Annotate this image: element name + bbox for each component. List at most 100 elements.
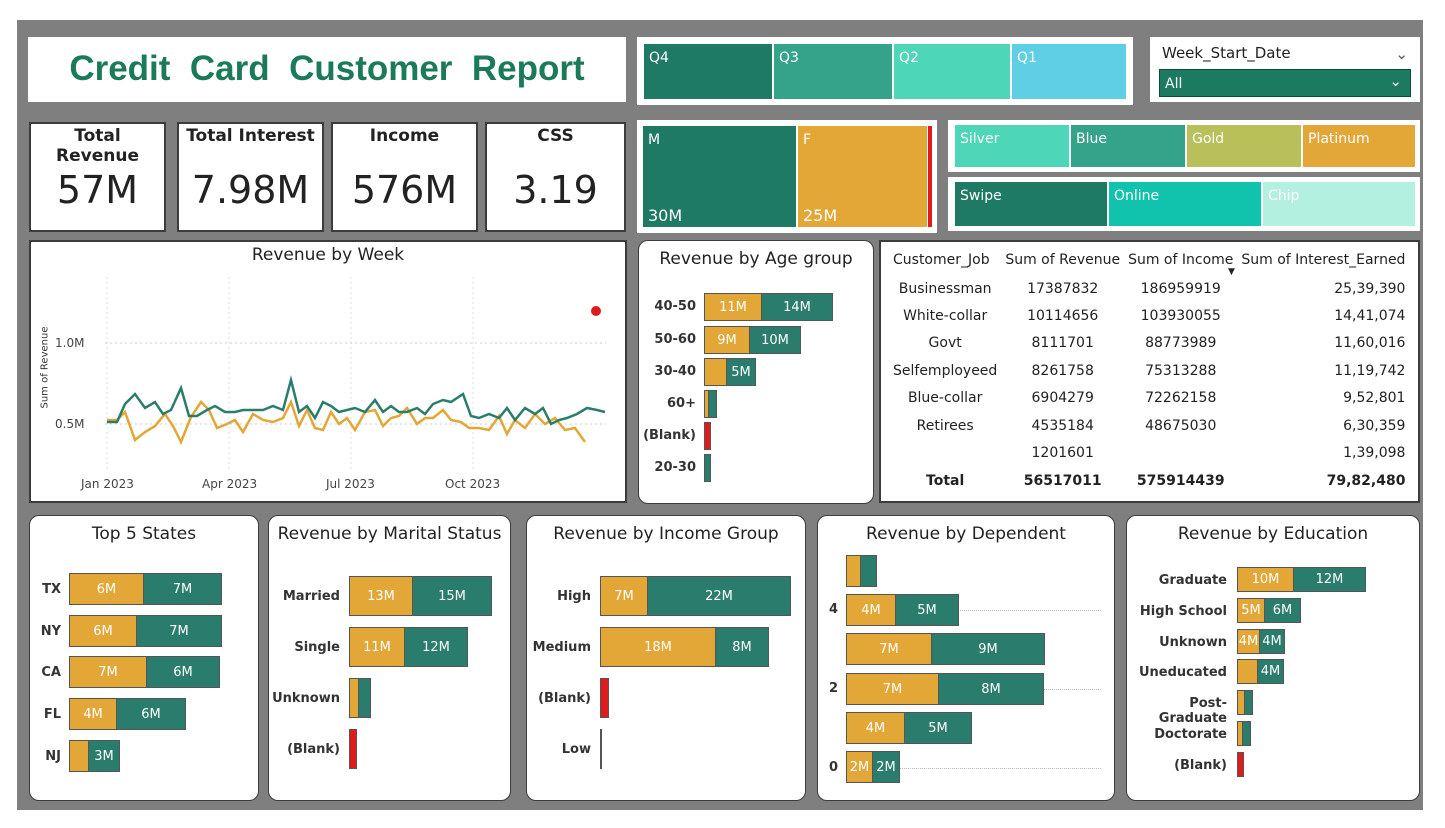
- bar-segment[interactable]: 7M: [846, 673, 939, 705]
- category-label: TX: [42, 582, 61, 597]
- bar-segment[interactable]: 11M: [349, 627, 405, 667]
- bar-segment[interactable]: 8M: [938, 673, 1044, 705]
- gender-tile-m[interactable]: M 30M: [643, 126, 796, 227]
- kpi-income: Income 576M: [331, 122, 478, 232]
- bar-segment[interactable]: [704, 422, 711, 450]
- bar-segment[interactable]: 4M: [1257, 659, 1284, 684]
- category-label: Doctorate: [1154, 727, 1227, 742]
- column-header[interactable]: Sum of Income: [1128, 251, 1234, 268]
- y-tick-label: 0.5M: [55, 417, 85, 431]
- bar-segment[interactable]: 7M: [143, 573, 222, 605]
- bar-segment[interactable]: [860, 555, 877, 587]
- bar-segment[interactable]: 2M: [846, 751, 873, 783]
- chart-title: Revenue by Week: [251, 245, 405, 265]
- bar-segment[interactable]: 12M: [1293, 567, 1366, 592]
- bar-segment[interactable]: 5M: [1237, 598, 1265, 623]
- table-row[interactable]: Retirees 4535184 48675030 6,30,359: [916, 417, 1406, 434]
- chevron-down-icon[interactable]: ⌄: [1395, 45, 1408, 63]
- quarter-tile-q3[interactable]: Q3: [774, 44, 892, 99]
- chip-tile-online[interactable]: Online: [1109, 182, 1261, 226]
- bar-segment[interactable]: 18M: [600, 627, 716, 667]
- table-row[interactable]: White-collar 10114656 103930055 14,41,074: [903, 307, 1406, 324]
- quarter-tile-q4[interactable]: Q4: [644, 44, 772, 99]
- table-row[interactable]: Selfemployeed 8261758 75313288 11,19,742: [893, 362, 1406, 379]
- bar-segment[interactable]: [600, 729, 602, 769]
- bar-segment[interactable]: 6M: [69, 573, 144, 605]
- bar-segment[interactable]: 15M: [412, 576, 492, 616]
- category-label: FL: [43, 707, 61, 722]
- bar-segment[interactable]: 6M: [116, 698, 186, 730]
- bar-segment[interactable]: [1237, 752, 1244, 777]
- bar-segment[interactable]: 10M: [749, 326, 801, 354]
- outlier-point: [591, 306, 601, 316]
- bar-segment[interactable]: 3M: [88, 740, 120, 772]
- card-tile-platinum[interactable]: Platinum: [1303, 125, 1415, 167]
- bar-segment[interactable]: 4M: [846, 594, 896, 626]
- category-label: CA: [41, 665, 61, 680]
- quarter-tile-q2[interactable]: Q2: [894, 44, 1010, 99]
- x-tick-label: Oct 2023: [445, 477, 501, 491]
- bar-segment[interactable]: 7M: [600, 576, 648, 616]
- gender-tile-blank[interactable]: [928, 126, 932, 227]
- table-row[interactable]: Govt 8111701 88773989 11,60,016: [928, 335, 1406, 352]
- bar-segment[interactable]: [704, 358, 727, 386]
- card-tile-silver[interactable]: Silver: [955, 125, 1069, 167]
- chart-title: Revenue by Dependent: [866, 524, 1066, 544]
- bar-segment[interactable]: 5M: [726, 358, 756, 386]
- date-filter-dropdown[interactable]: All ⌄: [1159, 69, 1411, 97]
- bar-segment[interactable]: [704, 454, 711, 482]
- card-tile-gold[interactable]: Gold: [1187, 125, 1301, 167]
- bar-segment[interactable]: [349, 729, 357, 769]
- bar-segment[interactable]: 2M: [872, 751, 900, 783]
- quarter-slicer: Q4 Q3 Q2 Q1: [637, 37, 1133, 105]
- table-row[interactable]: Blue-collar 6904279 72262158 9,52,801: [907, 390, 1406, 407]
- bar-segment[interactable]: [846, 555, 861, 587]
- bar-segment[interactable]: 4M: [1237, 629, 1260, 654]
- top-5-states-chart: Top 5 States TX 6M 7M NY 6M 7M CA 7M 6M …: [29, 515, 259, 801]
- bar-segment[interactable]: 4M: [1259, 629, 1285, 654]
- bar-segment[interactable]: 4M: [846, 712, 905, 744]
- bar-segment[interactable]: 7M: [69, 656, 147, 688]
- bar-segment[interactable]: 12M: [404, 627, 468, 667]
- report-title: Credit Card Customer Report: [69, 49, 585, 88]
- bar-segment[interactable]: 6M: [1264, 598, 1301, 623]
- bar-segment[interactable]: 4M: [69, 698, 117, 730]
- column-header[interactable]: Customer_Job: [893, 251, 990, 268]
- bar-segment[interactable]: 9M: [704, 326, 750, 354]
- bar-segment[interactable]: 9M: [931, 633, 1045, 665]
- sort-descending-icon[interactable]: ▼: [1228, 267, 1235, 277]
- column-header[interactable]: Sum of Interest_Earned: [1241, 251, 1406, 268]
- chip-tile-swipe[interactable]: Swipe: [955, 182, 1107, 226]
- kpi-value: 7.98M: [191, 168, 310, 212]
- bar-segment[interactable]: 22M: [647, 576, 791, 616]
- kpi-value: 576M: [351, 168, 458, 212]
- card-tile-blue[interactable]: Blue: [1071, 125, 1185, 167]
- bar-segment[interactable]: 6M: [69, 615, 137, 647]
- bar-segment[interactable]: [600, 678, 609, 718]
- bar-segment[interactable]: 8M: [715, 627, 769, 667]
- table-row[interactable]: Businessman 17387832 186959919 25,39,390: [889, 274, 1410, 303]
- bar-segment[interactable]: [1242, 721, 1251, 746]
- quarter-tile-q1[interactable]: Q1: [1012, 44, 1126, 99]
- bar-segment[interactable]: 14M: [761, 293, 833, 321]
- bar-segment[interactable]: 5M: [904, 712, 972, 744]
- table-row[interactable]: 1201601 1,39,098: [1031, 445, 1406, 462]
- bar-segment[interactable]: [708, 390, 717, 418]
- bar-segment[interactable]: 13M: [349, 576, 413, 616]
- bar-segment[interactable]: 7M: [846, 633, 932, 665]
- column-header[interactable]: Sum of Revenue: [1005, 251, 1121, 268]
- chip-tile-chip[interactable]: Chip: [1263, 182, 1415, 226]
- kpi-value: 57M: [56, 168, 139, 212]
- bar-segment[interactable]: 5M: [895, 594, 959, 626]
- bar-segment[interactable]: 10M: [1237, 567, 1294, 592]
- bar-segment[interactable]: [358, 678, 371, 718]
- bar-segment[interactable]: [1244, 690, 1253, 715]
- week-start-date-filter: Week_Start_Date ⌄ All ⌄: [1150, 37, 1420, 102]
- bar-segment[interactable]: 11M: [704, 293, 762, 321]
- bar-segment[interactable]: 7M: [136, 615, 222, 647]
- bar-segment[interactable]: 6M: [146, 656, 220, 688]
- bar-segment[interactable]: [1237, 659, 1258, 684]
- revenue-by-education-chart: Revenue by Education Graduate 10M 12M Hi…: [1126, 515, 1420, 801]
- gender-tile-f[interactable]: F 25M: [798, 126, 927, 227]
- bar-segment[interactable]: [69, 740, 89, 772]
